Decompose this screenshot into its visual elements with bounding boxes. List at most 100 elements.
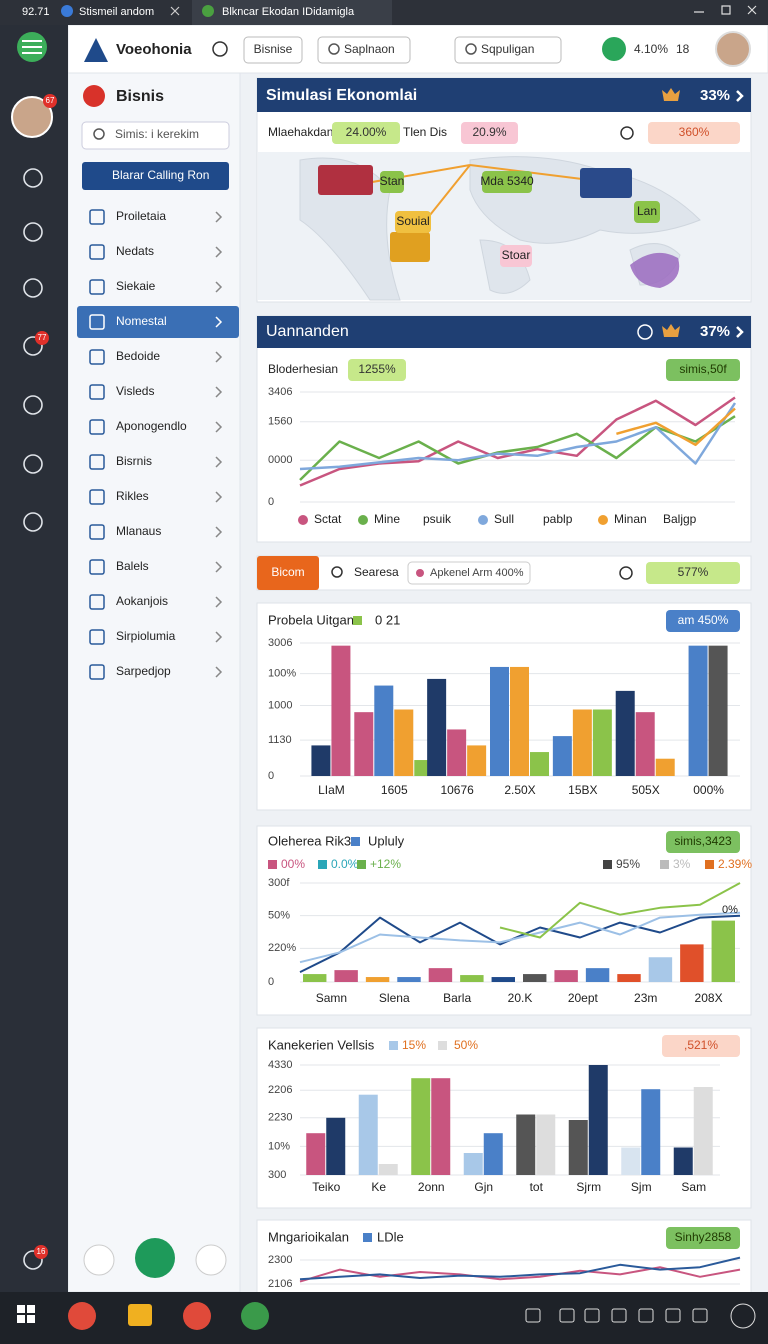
y-tick-label: 0 (268, 976, 274, 988)
x-tick-label: 505X (632, 783, 660, 797)
panel-title: Probela Uitgan (268, 612, 354, 627)
legend-dot (298, 515, 308, 525)
pill: am 450% (678, 613, 729, 627)
sidebar-btn (195, 1244, 227, 1276)
bar (641, 1089, 661, 1175)
chevron (215, 526, 223, 538)
pill-bg (666, 359, 740, 381)
header-button-bg[interactable] (454, 36, 562, 64)
map-label-bg (634, 201, 660, 223)
bar (585, 968, 610, 982)
filter-dot (416, 569, 424, 577)
header-button[interactable]: Sqpuligan (481, 42, 534, 56)
crown-icon (662, 324, 680, 337)
pill: 1255% (358, 362, 396, 376)
menu-item[interactable]: Nomestal (116, 314, 167, 328)
sidebar-btn (83, 1244, 115, 1276)
bar (427, 678, 447, 776)
legend-square (705, 860, 714, 869)
rail-icon (23, 1250, 43, 1270)
legend-label: 2.39% (718, 857, 752, 871)
menu-item[interactable]: Aokanjois (116, 594, 168, 608)
pill: ,521% (684, 1038, 718, 1052)
action-label[interactable]: Blarar Calling Ron (112, 168, 209, 182)
header-button-bg[interactable] (317, 36, 411, 64)
menu-item[interactable]: Nedats (116, 244, 154, 258)
menu-item[interactable]: Rikles (116, 489, 149, 503)
tray-icon (611, 1308, 627, 1323)
line (299, 914, 741, 973)
menu-item[interactable]: Proiletaia (116, 209, 166, 223)
legend-square (353, 616, 362, 625)
legend-label: Minan (614, 512, 647, 526)
menu-item[interactable]: Siekaie (116, 279, 156, 293)
menu-icon (89, 419, 105, 435)
time: 92.71 (22, 6, 50, 18)
y-tick-label: 2230 (268, 1112, 292, 1124)
truck (580, 168, 632, 198)
menu-icon (89, 244, 105, 260)
crown-icon (662, 88, 680, 101)
window-controls (694, 5, 757, 15)
line (499, 882, 741, 939)
stat: 33% (700, 87, 730, 104)
y-tick-label: 3006 (268, 637, 292, 649)
pill: 24.00% (346, 125, 387, 139)
menu-item[interactable]: Visleds (116, 384, 154, 398)
legend-square (357, 860, 366, 869)
bar (568, 1120, 588, 1175)
bar (467, 745, 487, 776)
action-button[interactable] (82, 162, 229, 190)
bar (688, 645, 708, 776)
search-text[interactable]: Searesa (354, 565, 399, 579)
menu-item[interactable]: Bedoide (116, 349, 160, 363)
legend-label: 50% (454, 1038, 478, 1052)
menu-item[interactable]: Aponogendlo (116, 419, 187, 433)
bar (554, 970, 578, 982)
app-icon (183, 1302, 211, 1330)
menu-active (77, 306, 239, 338)
bar (303, 974, 327, 982)
pill: Sinhy2858 (675, 1230, 732, 1244)
panel-title: Uannanden (266, 323, 349, 340)
search-icon (328, 43, 340, 55)
legend-label: Baljgp (663, 512, 697, 526)
sidebar-btn (135, 1238, 175, 1278)
toolbar-button[interactable]: Bicom (271, 565, 304, 579)
legend-label: +12% (370, 857, 401, 871)
subtitle: 0 21 (375, 612, 400, 627)
badge (43, 94, 57, 108)
menu-item[interactable]: Sarpedjop (116, 664, 171, 678)
header-button[interactable]: Bisnise (254, 42, 293, 56)
menu-item[interactable]: Balels (116, 559, 149, 573)
bar (510, 666, 529, 776)
tab[interactable]: Stismeil andom (79, 6, 154, 18)
x-tick-label: tot (530, 1180, 544, 1194)
chevron (736, 326, 744, 338)
brand-logo (84, 38, 108, 62)
bar (572, 709, 592, 776)
x-tick-label: Sam (681, 1180, 706, 1194)
bar (592, 709, 612, 776)
line (299, 402, 737, 471)
header-button-bg[interactable] (243, 36, 303, 64)
menu-item[interactable]: Bisrnis (116, 454, 152, 468)
search-box[interactable] (81, 121, 230, 150)
header-button[interactable]: Saplnaon (344, 42, 395, 56)
menu-item[interactable]: Sirpiolumia (116, 629, 176, 643)
toolbar-button-bg[interactable] (257, 556, 319, 590)
menu-item[interactable]: Mlanaus (116, 524, 161, 538)
chevron (736, 90, 744, 102)
tab[interactable]: Blkncar Ekodan IDidamigla (222, 6, 355, 18)
bar (428, 968, 453, 982)
pill-bg (666, 610, 740, 632)
active-tab (192, 0, 392, 25)
y-tick-label: 1130 (268, 734, 292, 746)
y-tick-label: 300 (268, 1169, 286, 1181)
panel-title: Kanekerien Vellsis (268, 1037, 375, 1052)
y-tick-label: 0000 (268, 454, 292, 466)
bar (306, 1133, 326, 1175)
pill-bg (648, 122, 740, 144)
bar (365, 977, 390, 982)
